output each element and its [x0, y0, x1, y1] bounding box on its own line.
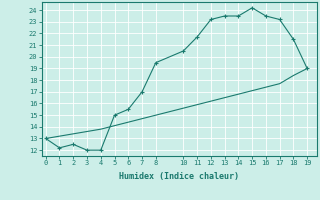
- X-axis label: Humidex (Indice chaleur): Humidex (Indice chaleur): [119, 172, 239, 181]
